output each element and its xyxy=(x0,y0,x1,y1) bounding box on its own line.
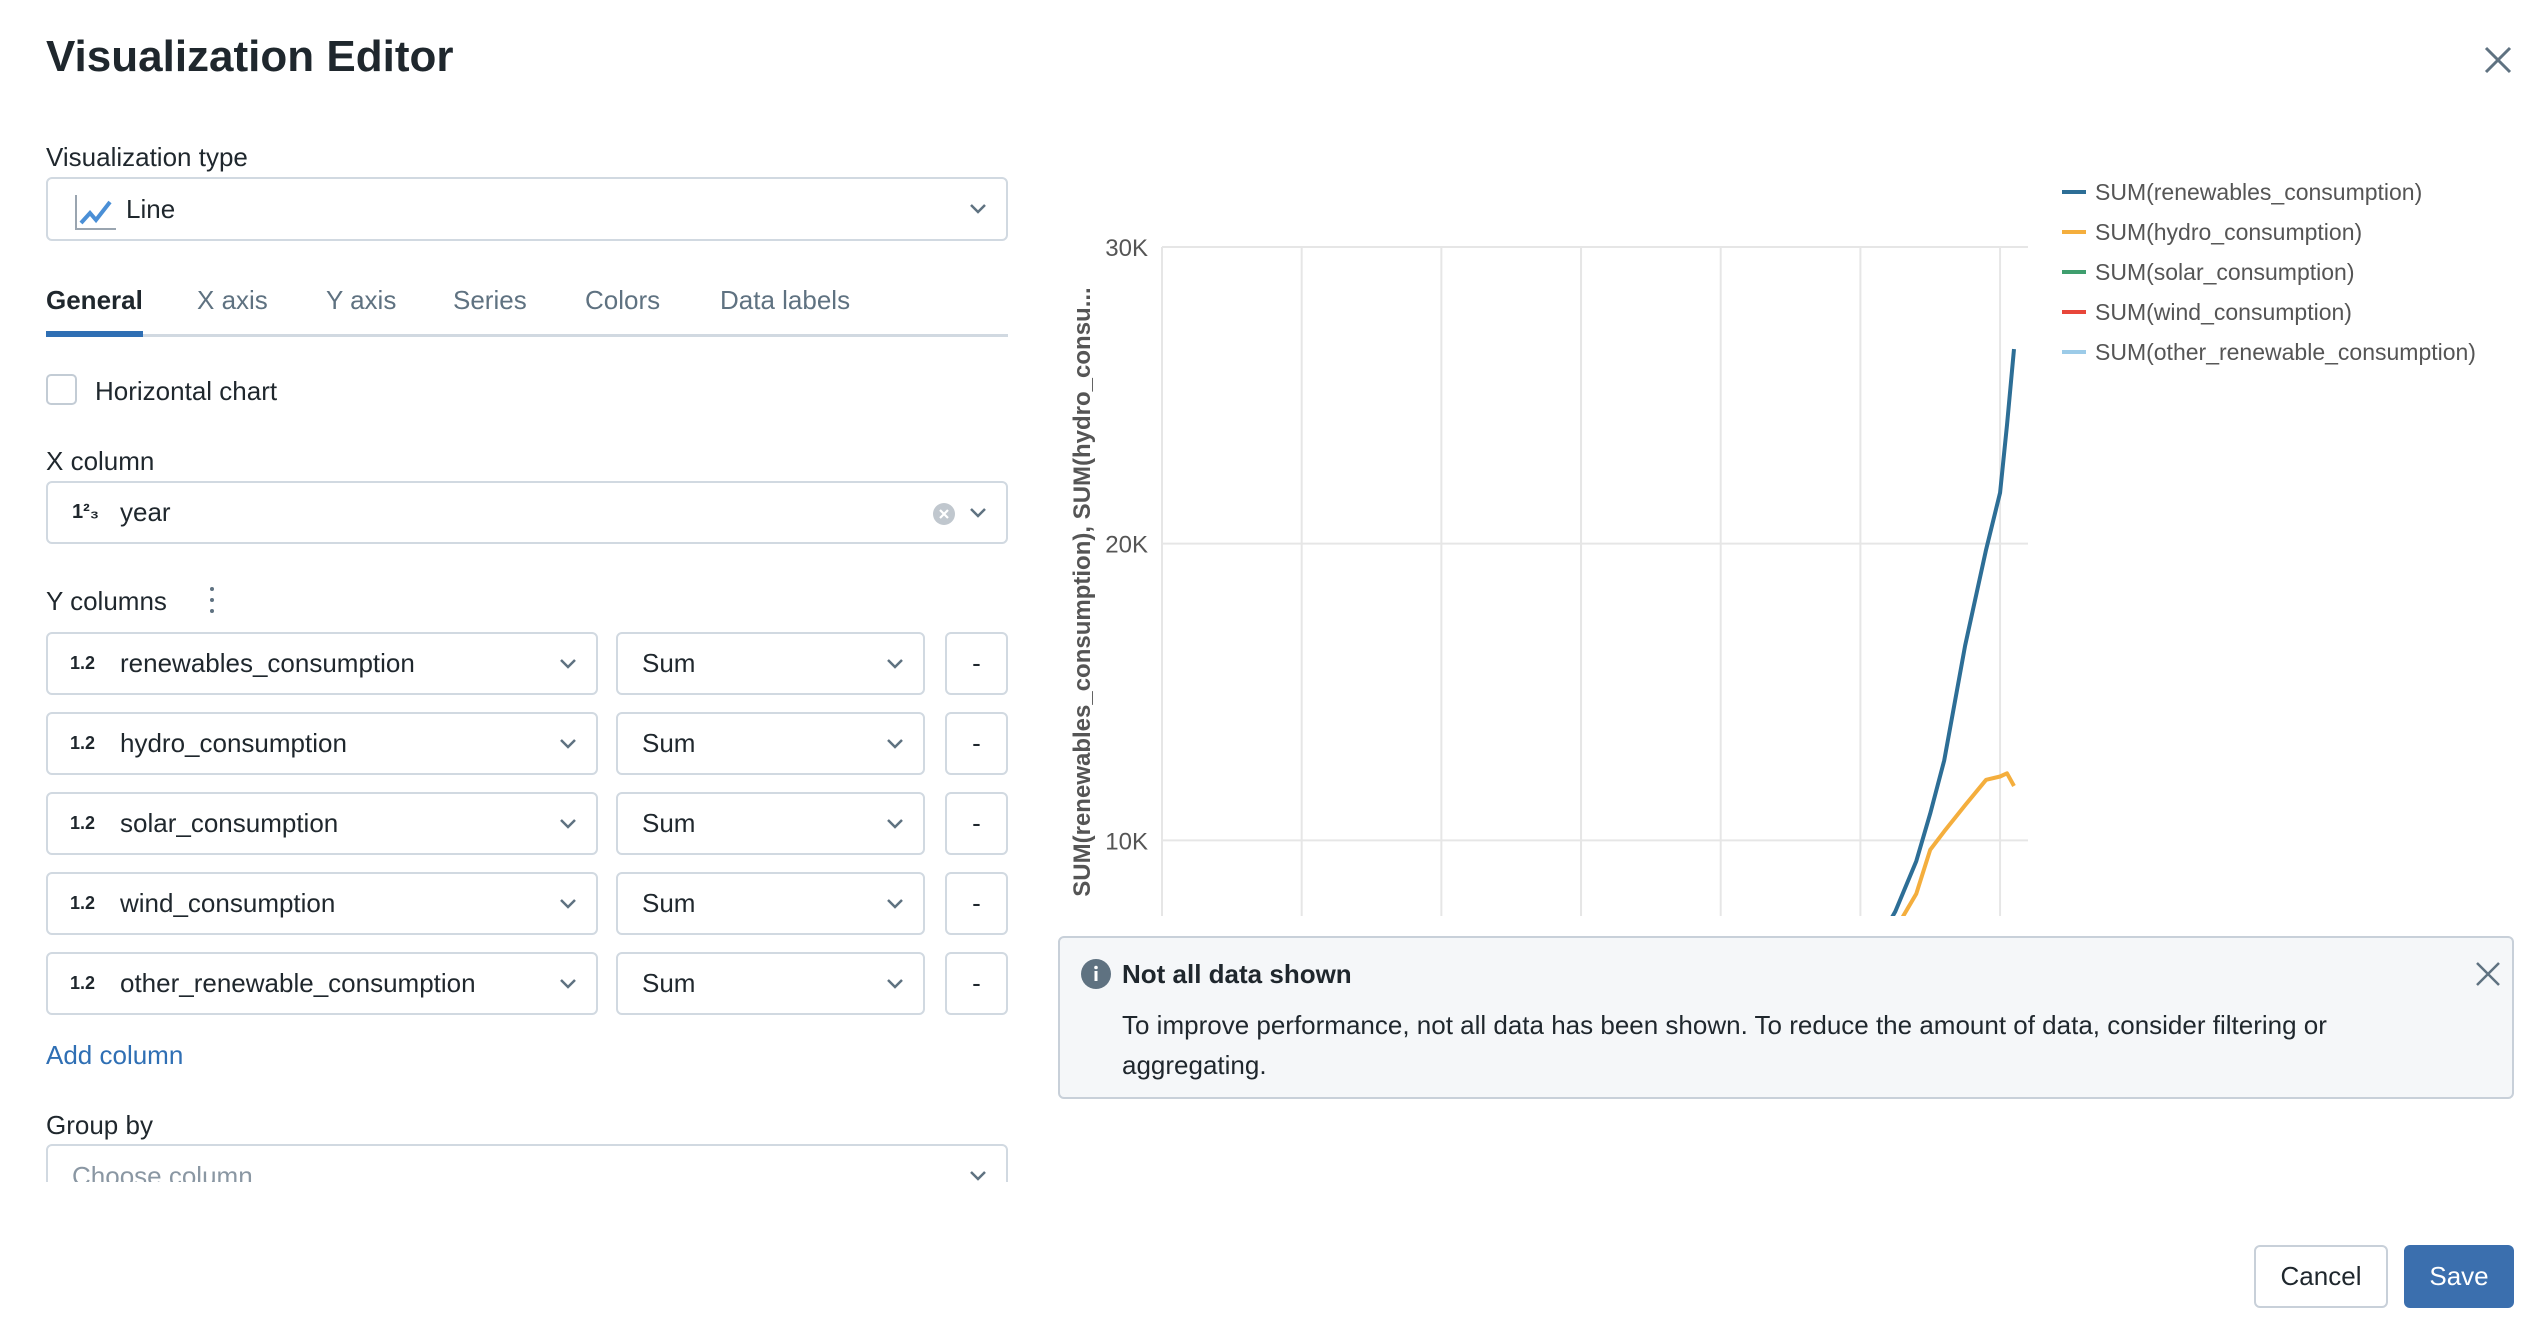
group-by-select[interactable]: Choose column xyxy=(46,1144,1008,1182)
tab-y-axis[interactable]: Y axis xyxy=(326,285,397,315)
tab-colors[interactable]: Colors xyxy=(585,285,661,315)
horizontal-chart-label: Horizontal chart xyxy=(95,376,278,406)
clear-icon[interactable] xyxy=(932,502,956,526)
aggregation-select[interactable]: Sum xyxy=(616,952,925,1015)
decimal-type-icon: 1.2 xyxy=(70,733,96,753)
remove-column-button[interactable]: - xyxy=(945,952,1008,1015)
aggregation-select[interactable]: Sum xyxy=(616,632,925,695)
group-by-placeholder: Choose column xyxy=(72,1160,253,1183)
legend-label: SUM(wind_consumption) xyxy=(2095,299,2352,325)
aggregation-select[interactable]: Sum xyxy=(616,712,925,775)
decimal-type-icon: 1.2 xyxy=(70,973,96,993)
aggregation-select[interactable]: Sum xyxy=(616,872,925,935)
chevron-down-icon xyxy=(560,978,576,989)
decimal-type-icon: 1.2 xyxy=(70,653,96,673)
decimal-type-icon: 1.2 xyxy=(70,893,96,913)
integer-type-icon: 1²₃ xyxy=(72,501,100,523)
y-column-value: solar_consumption xyxy=(120,808,339,838)
chevron-down-icon xyxy=(970,204,986,214)
aggregation-value: Sum xyxy=(642,808,696,838)
chevron-down-icon xyxy=(887,658,903,669)
aggregation-value: Sum xyxy=(642,968,696,998)
viz-type-select[interactable]: Line xyxy=(46,177,1008,241)
remove-column-button[interactable]: - xyxy=(945,792,1008,855)
y-tick-label: 20K xyxy=(1105,532,1148,559)
y-axis-title: SUM(renewables_consumption), SUM(hydro_c… xyxy=(1069,287,1096,896)
viz-type-label: Visualization type xyxy=(46,142,248,172)
tab-general[interactable]: General xyxy=(46,285,143,337)
legend-label: SUM(other_renewable_consumption) xyxy=(2095,339,2476,365)
y-columns-label: Y columns xyxy=(46,586,167,616)
tab-bar: General X axis Y axis Series Colors Data… xyxy=(46,285,1008,337)
y-column-select[interactable]: 1.2 wind_consumption xyxy=(46,872,598,935)
chevron-down-icon xyxy=(970,507,986,518)
x-column-label: X column xyxy=(46,446,155,476)
tab-series[interactable]: Series xyxy=(453,285,527,315)
add-column-link[interactable]: Add column xyxy=(46,1040,184,1070)
horizontal-chart-checkbox[interactable] xyxy=(46,374,77,405)
y-column-value: hydro_consumption xyxy=(120,728,347,758)
aggregation-value: Sum xyxy=(642,648,696,678)
remove-column-button[interactable]: - xyxy=(945,872,1008,935)
y-tick-label: 10K xyxy=(1105,828,1148,855)
y-tick-label: 30K xyxy=(1105,235,1148,262)
y-column-select[interactable]: 1.2 renewables_consumption xyxy=(46,632,598,695)
banner-title: Not all data shown xyxy=(1122,959,1352,989)
aggregation-value: Sum xyxy=(642,728,696,758)
x-column-value: year xyxy=(120,497,171,527)
legend-label: SUM(solar_consumption) xyxy=(2095,259,2354,285)
legend-label: SUM(hydro_consumption) xyxy=(2095,219,2362,245)
info-banner: Not all data shown To improve performanc… xyxy=(1058,936,2514,1099)
chevron-down-icon xyxy=(560,658,576,669)
settings-panel: Visualization type Line General X axis Y… xyxy=(0,0,1030,1182)
close-icon[interactable] xyxy=(2472,958,2504,990)
chevron-down-icon xyxy=(887,978,903,989)
info-icon xyxy=(1081,959,1111,989)
line-chart-icon xyxy=(75,195,116,230)
remove-column-button[interactable]: - xyxy=(945,712,1008,775)
chevron-down-icon xyxy=(560,898,576,909)
group-by-label: Group by xyxy=(46,1110,153,1140)
chevron-down-icon xyxy=(560,738,576,749)
x-column-select[interactable]: 1²₃ year xyxy=(46,481,1008,544)
save-button[interactable]: Save xyxy=(2404,1245,2514,1308)
more-vertical-icon[interactable] xyxy=(206,585,218,615)
y-column-value: renewables_consumption xyxy=(120,648,415,678)
y-column-value: other_renewable_consumption xyxy=(120,968,476,998)
cancel-button[interactable]: Cancel xyxy=(2254,1245,2388,1308)
chart-area: 010K20K30K1900192019401960198020002020SU… xyxy=(1040,150,2546,916)
chevron-down-icon xyxy=(560,818,576,829)
chevron-down-icon xyxy=(970,1171,986,1181)
chevron-down-icon xyxy=(887,818,903,829)
aggregation-select[interactable]: Sum xyxy=(616,792,925,855)
close-icon[interactable] xyxy=(2480,42,2516,78)
line-chart: 010K20K30K1900192019401960198020002020SU… xyxy=(1069,179,2476,916)
tab-x-axis[interactable]: X axis xyxy=(197,285,268,315)
banner-body: To improve performance, not all data has… xyxy=(1122,1010,2327,1080)
dialog-title: Visualization Editor xyxy=(46,32,454,81)
y-column-select[interactable]: 1.2 solar_consumption xyxy=(46,792,598,855)
viz-type-value: Line xyxy=(126,193,176,224)
tab-data-labels[interactable]: Data labels xyxy=(720,285,851,315)
remove-column-button[interactable]: - xyxy=(945,632,1008,695)
chevron-down-icon xyxy=(887,898,903,909)
chevron-down-icon xyxy=(887,738,903,749)
y-column-select[interactable]: 1.2 other_renewable_consumption xyxy=(46,952,598,1015)
y-column-value: wind_consumption xyxy=(120,888,336,918)
legend-label: SUM(renewables_consumption) xyxy=(2095,179,2422,205)
series-line-1 xyxy=(1900,771,2016,916)
y-column-select[interactable]: 1.2 hydro_consumption xyxy=(46,712,598,775)
series-line-0 xyxy=(1890,348,2016,916)
decimal-type-icon: 1.2 xyxy=(70,813,96,833)
aggregation-value: Sum xyxy=(642,888,696,918)
